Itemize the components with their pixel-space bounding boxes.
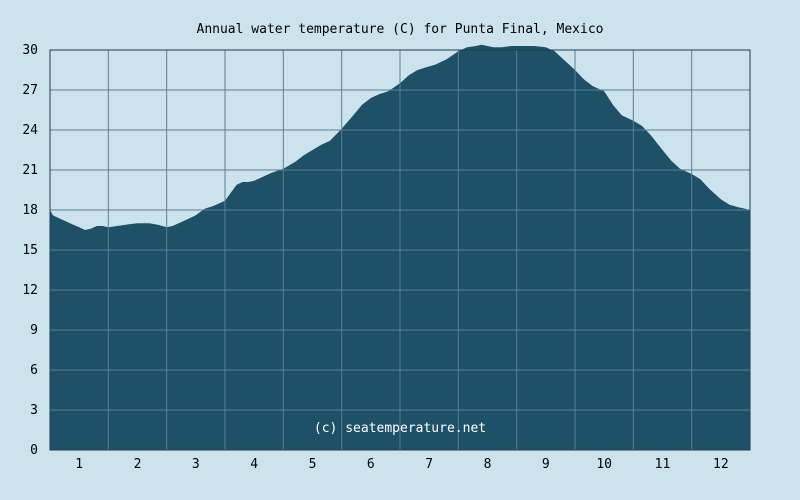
x-tick-label: 1 <box>75 457 83 472</box>
x-tick-label: 5 <box>309 457 317 472</box>
x-tick-label: 2 <box>134 457 142 472</box>
y-axis-ticks: 0 3 6 9 12 15 18 21 24 27 30 <box>22 43 38 458</box>
chart-title: Annual water temperature (C) for Punta F… <box>197 22 604 37</box>
y-tick-label: 27 <box>22 83 38 98</box>
y-tick-label: 6 <box>30 363 38 378</box>
x-tick-label: 10 <box>596 457 612 472</box>
plot-frame <box>49 49 751 451</box>
y-tick-label: 30 <box>22 43 38 58</box>
watermark: (c) seatemperature.net <box>314 421 486 436</box>
x-tick-label: 7 <box>425 457 433 472</box>
x-tick-label: 12 <box>713 457 729 472</box>
y-tick-label: 21 <box>22 163 38 178</box>
x-tick-label: 6 <box>367 457 375 472</box>
y-tick-label: 9 <box>30 323 38 338</box>
y-tick-label: 15 <box>22 243 38 258</box>
x-tick-label: 11 <box>655 457 671 472</box>
x-axis-ticks: 1 2 3 4 5 6 7 8 9 10 11 12 <box>75 457 728 472</box>
y-tick-label: 0 <box>30 443 38 458</box>
x-tick-label: 8 <box>484 457 492 472</box>
y-tick-label: 3 <box>30 403 38 418</box>
x-tick-label: 9 <box>542 457 550 472</box>
x-tick-label: 3 <box>192 457 200 472</box>
x-tick-label: 4 <box>250 457 258 472</box>
y-tick-label: 12 <box>22 283 38 298</box>
y-tick-label: 24 <box>22 123 38 138</box>
y-tick-label: 18 <box>22 203 38 218</box>
